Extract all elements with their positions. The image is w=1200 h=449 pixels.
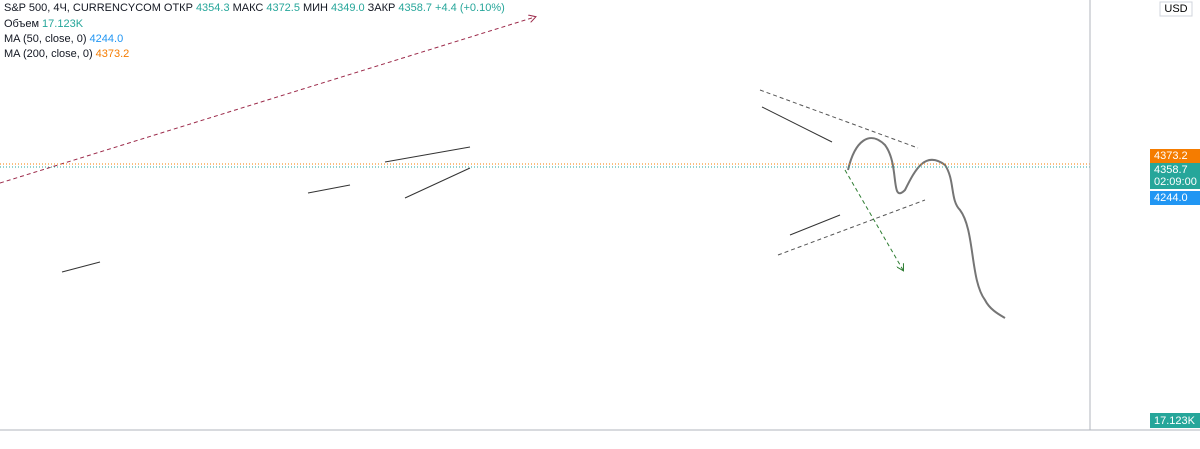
value: +4.4 (+0.10%)	[435, 2, 505, 14]
label: ОТКР	[163, 2, 193, 14]
symbol: S&P 500, 4Ч, CURRENCYCOM	[4, 2, 161, 14]
drawings	[0, 17, 1090, 319]
value: 4349.0	[331, 2, 365, 14]
badge	[1150, 149, 1200, 163]
currency: USD	[1164, 3, 1187, 15]
price-axis	[1090, 0, 1200, 449]
label: ЗАКР	[367, 2, 396, 14]
plot-area	[0, 0, 1090, 430]
legend-row: S&P 500, 4Ч, CURRENCYCOM ОТКР 4354.3 МАКС 43…	[4, 2, 508, 14]
badge-text: 17.123K	[1154, 415, 1196, 427]
badge-text: 4358.7	[1154, 164, 1188, 176]
value: 4354.3	[195, 2, 230, 14]
label: MA (200, close, 0)	[4, 48, 93, 60]
badge-text: 02:09:00	[1154, 176, 1197, 188]
label: MA (50, close, 0)	[4, 33, 87, 45]
legend-row: Объем 17.123K	[4, 18, 86, 30]
legend-row: MA (200, close, 0) 4373.2	[4, 48, 132, 60]
label: МАКС	[232, 2, 264, 14]
value: 4373.2	[95, 48, 130, 60]
value: 17.123K	[42, 18, 84, 30]
badge	[1150, 191, 1200, 205]
label: Объем	[4, 18, 40, 30]
badge	[1150, 163, 1200, 189]
currency-button[interactable]	[1159, 1, 1193, 17]
value: 4358.7	[398, 2, 433, 14]
badge-text: 4373.2	[1154, 150, 1188, 162]
legend-row: MA (50, close, 0) 4244.0	[4, 33, 126, 45]
value: 4372.5	[266, 2, 300, 14]
badge-text: 4244.0	[1154, 192, 1188, 204]
value: 4244.0	[89, 33, 124, 45]
label: МИН	[302, 2, 328, 14]
badge	[1150, 413, 1200, 428]
